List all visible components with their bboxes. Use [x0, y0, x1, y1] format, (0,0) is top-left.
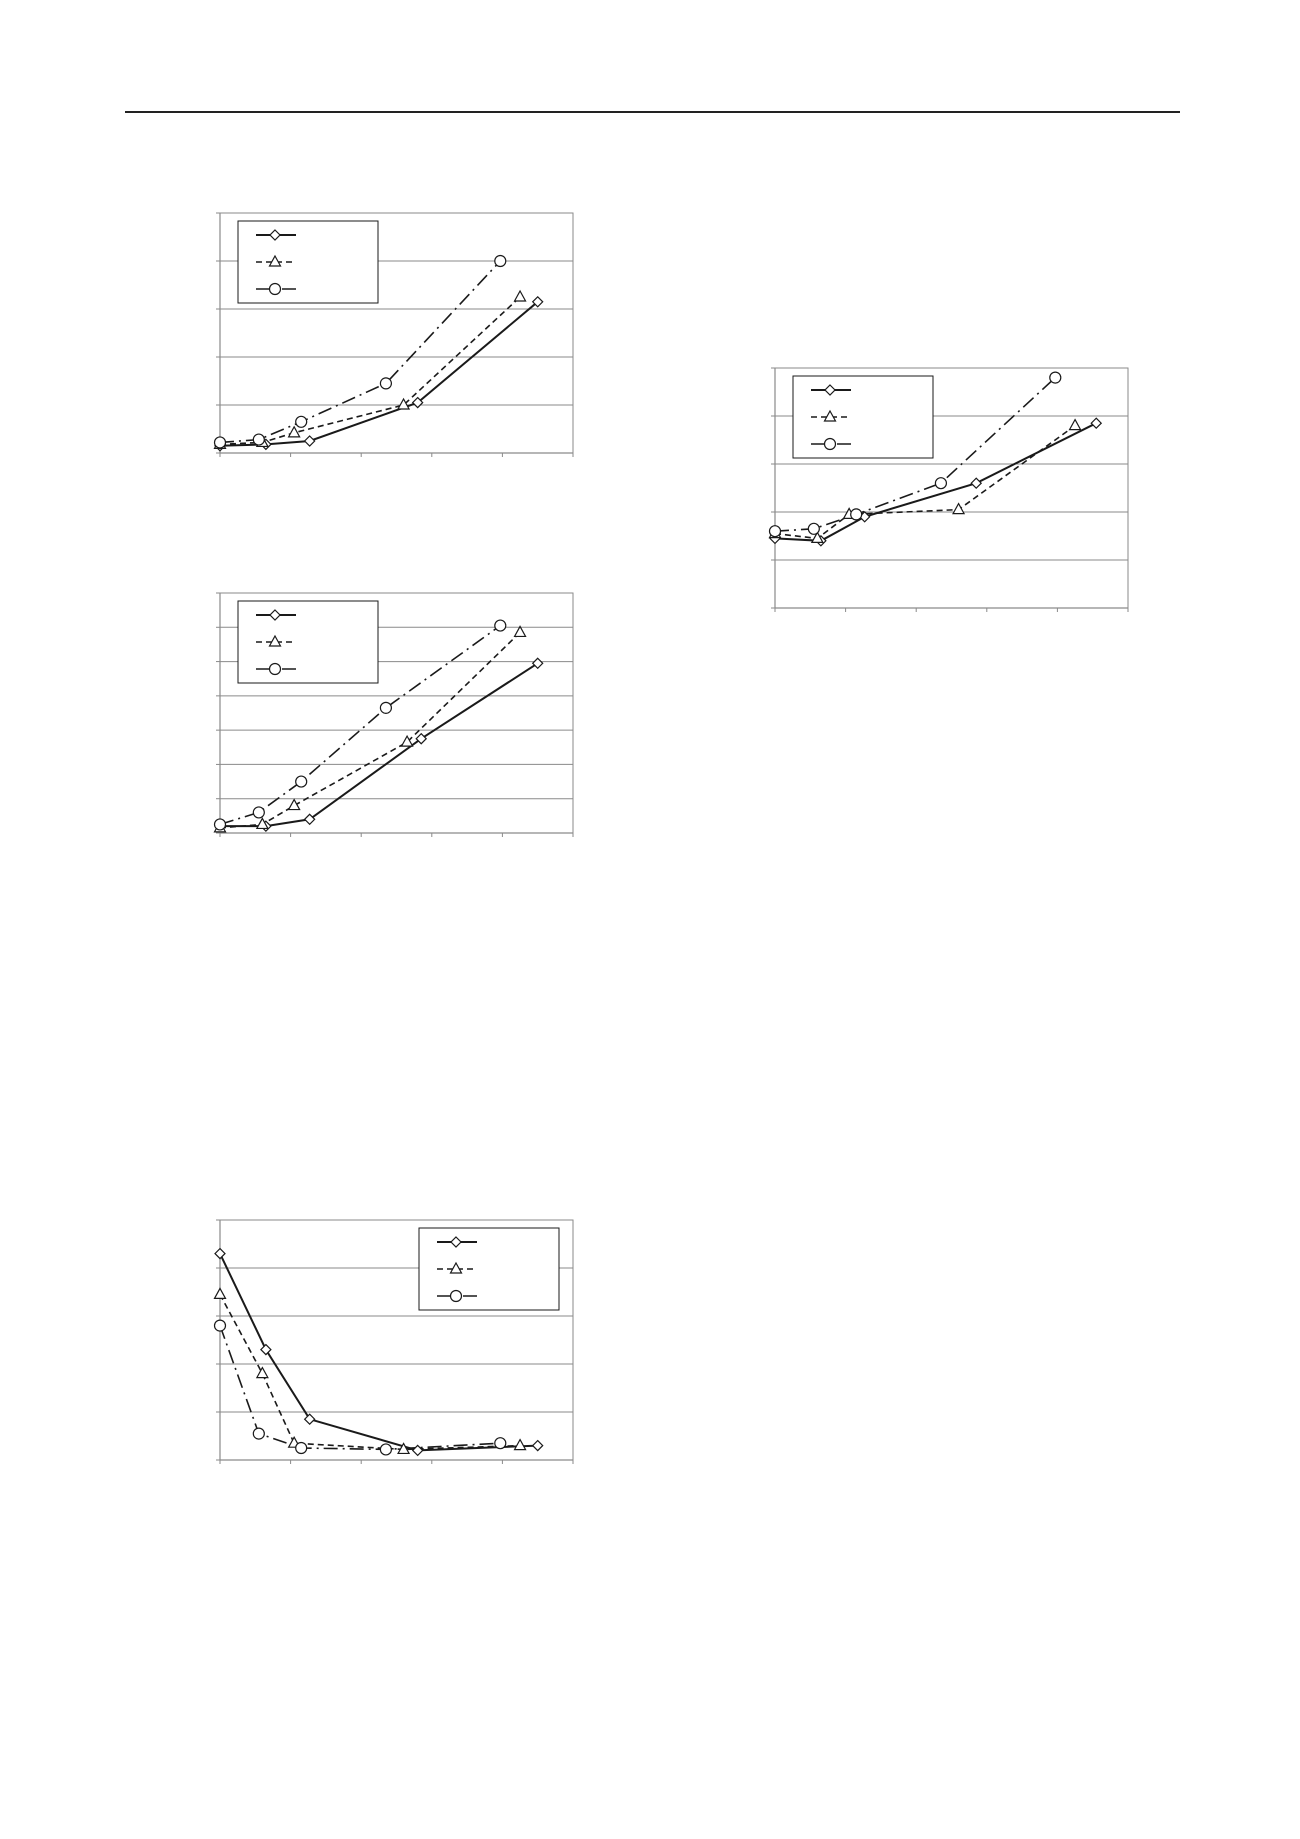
page-header-rule: [125, 111, 1180, 113]
series-3-point: [252, 1427, 265, 1440]
series-2-point: [952, 502, 966, 515]
series-1-point: [411, 396, 424, 409]
series-2-point: [397, 1442, 411, 1455]
series-2-line: [219, 1294, 521, 1451]
series-3-point: [252, 433, 265, 446]
series-2-point: [397, 397, 411, 410]
series-1-point: [303, 435, 316, 447]
legend-marker-3: [823, 437, 837, 451]
series-2-point: [255, 817, 269, 830]
series-3-point: [850, 508, 863, 521]
series-1-point: [970, 477, 983, 490]
legend-marker-1: [450, 1236, 462, 1248]
series-1-line: [219, 301, 539, 447]
series-3-point: [494, 254, 507, 268]
series-2-point: [513, 1438, 527, 1451]
series-1-point: [411, 1444, 424, 1457]
legend-marker-1: [824, 384, 836, 396]
series-3-point: [295, 1441, 308, 1455]
legend-marker-2: [823, 409, 837, 422]
series-2-line: [219, 296, 521, 446]
series-1-point: [303, 1413, 316, 1426]
legend-marker-1: [269, 609, 281, 621]
series-2-point: [400, 734, 414, 747]
chart-4: [768, 367, 1129, 612]
series-3-point: [494, 1437, 507, 1450]
series-2-point: [513, 625, 527, 638]
series-1-point: [260, 1343, 272, 1356]
series-3-point: [494, 619, 507, 632]
series-2-point: [287, 798, 301, 811]
series-1-point: [531, 657, 544, 670]
series-1-point: [303, 813, 316, 826]
legend-marker-3: [449, 1289, 463, 1303]
chart-2: [213, 592, 574, 837]
chart-1: [213, 212, 574, 457]
series-3-point: [295, 775, 308, 788]
series-2-point: [513, 289, 527, 302]
series-3-point: [379, 701, 393, 714]
legend-marker-2: [268, 254, 282, 267]
series-3-point: [768, 525, 782, 538]
legend-marker-2: [449, 1261, 463, 1274]
legend-marker-3: [268, 662, 282, 676]
series-1-point: [1090, 417, 1103, 430]
series-3-point: [252, 806, 265, 819]
series-2-point: [810, 531, 824, 543]
series-1-point: [415, 732, 428, 745]
series-1-point: [531, 295, 544, 308]
series-3-point: [379, 377, 393, 390]
series-3-point: [807, 522, 820, 535]
series-3-point: [213, 818, 227, 831]
series-3-point: [213, 436, 227, 449]
series-2-point: [213, 1287, 227, 1300]
series-2-line: [219, 631, 521, 829]
series-2-point: [255, 1366, 269, 1379]
series-2-point: [287, 425, 301, 438]
series-3-point: [213, 1319, 227, 1332]
legend-marker-3: [268, 282, 282, 296]
series-3-point: [1049, 371, 1062, 384]
series-3-point: [295, 415, 308, 428]
series-1-point: [531, 1439, 544, 1452]
series-3-point: [934, 477, 948, 490]
legend-marker-2: [268, 634, 282, 647]
series-1-point: [214, 1247, 226, 1260]
series-3-line: [219, 624, 501, 826]
series-3-point: [379, 1443, 393, 1456]
series-2-point: [1068, 418, 1082, 431]
legend-marker-1: [269, 229, 281, 241]
chart-3: [213, 1219, 574, 1464]
series-1-line: [220, 662, 539, 828]
